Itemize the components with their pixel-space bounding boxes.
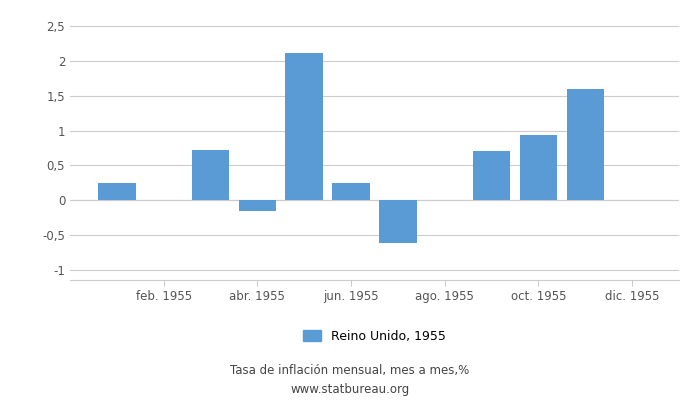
Bar: [98, 183, 136, 200]
Legend: Reino Unido, 1955: Reino Unido, 1955: [298, 325, 452, 348]
Bar: [473, 152, 510, 200]
Bar: [239, 200, 276, 210]
Bar: [332, 183, 370, 200]
Bar: [519, 136, 557, 200]
Text: Tasa de inflación mensual, mes a mes,%
www.statbureau.org: Tasa de inflación mensual, mes a mes,% w…: [230, 364, 470, 396]
Bar: [192, 150, 230, 200]
Bar: [286, 53, 323, 200]
Bar: [566, 89, 604, 200]
Bar: [379, 200, 416, 243]
